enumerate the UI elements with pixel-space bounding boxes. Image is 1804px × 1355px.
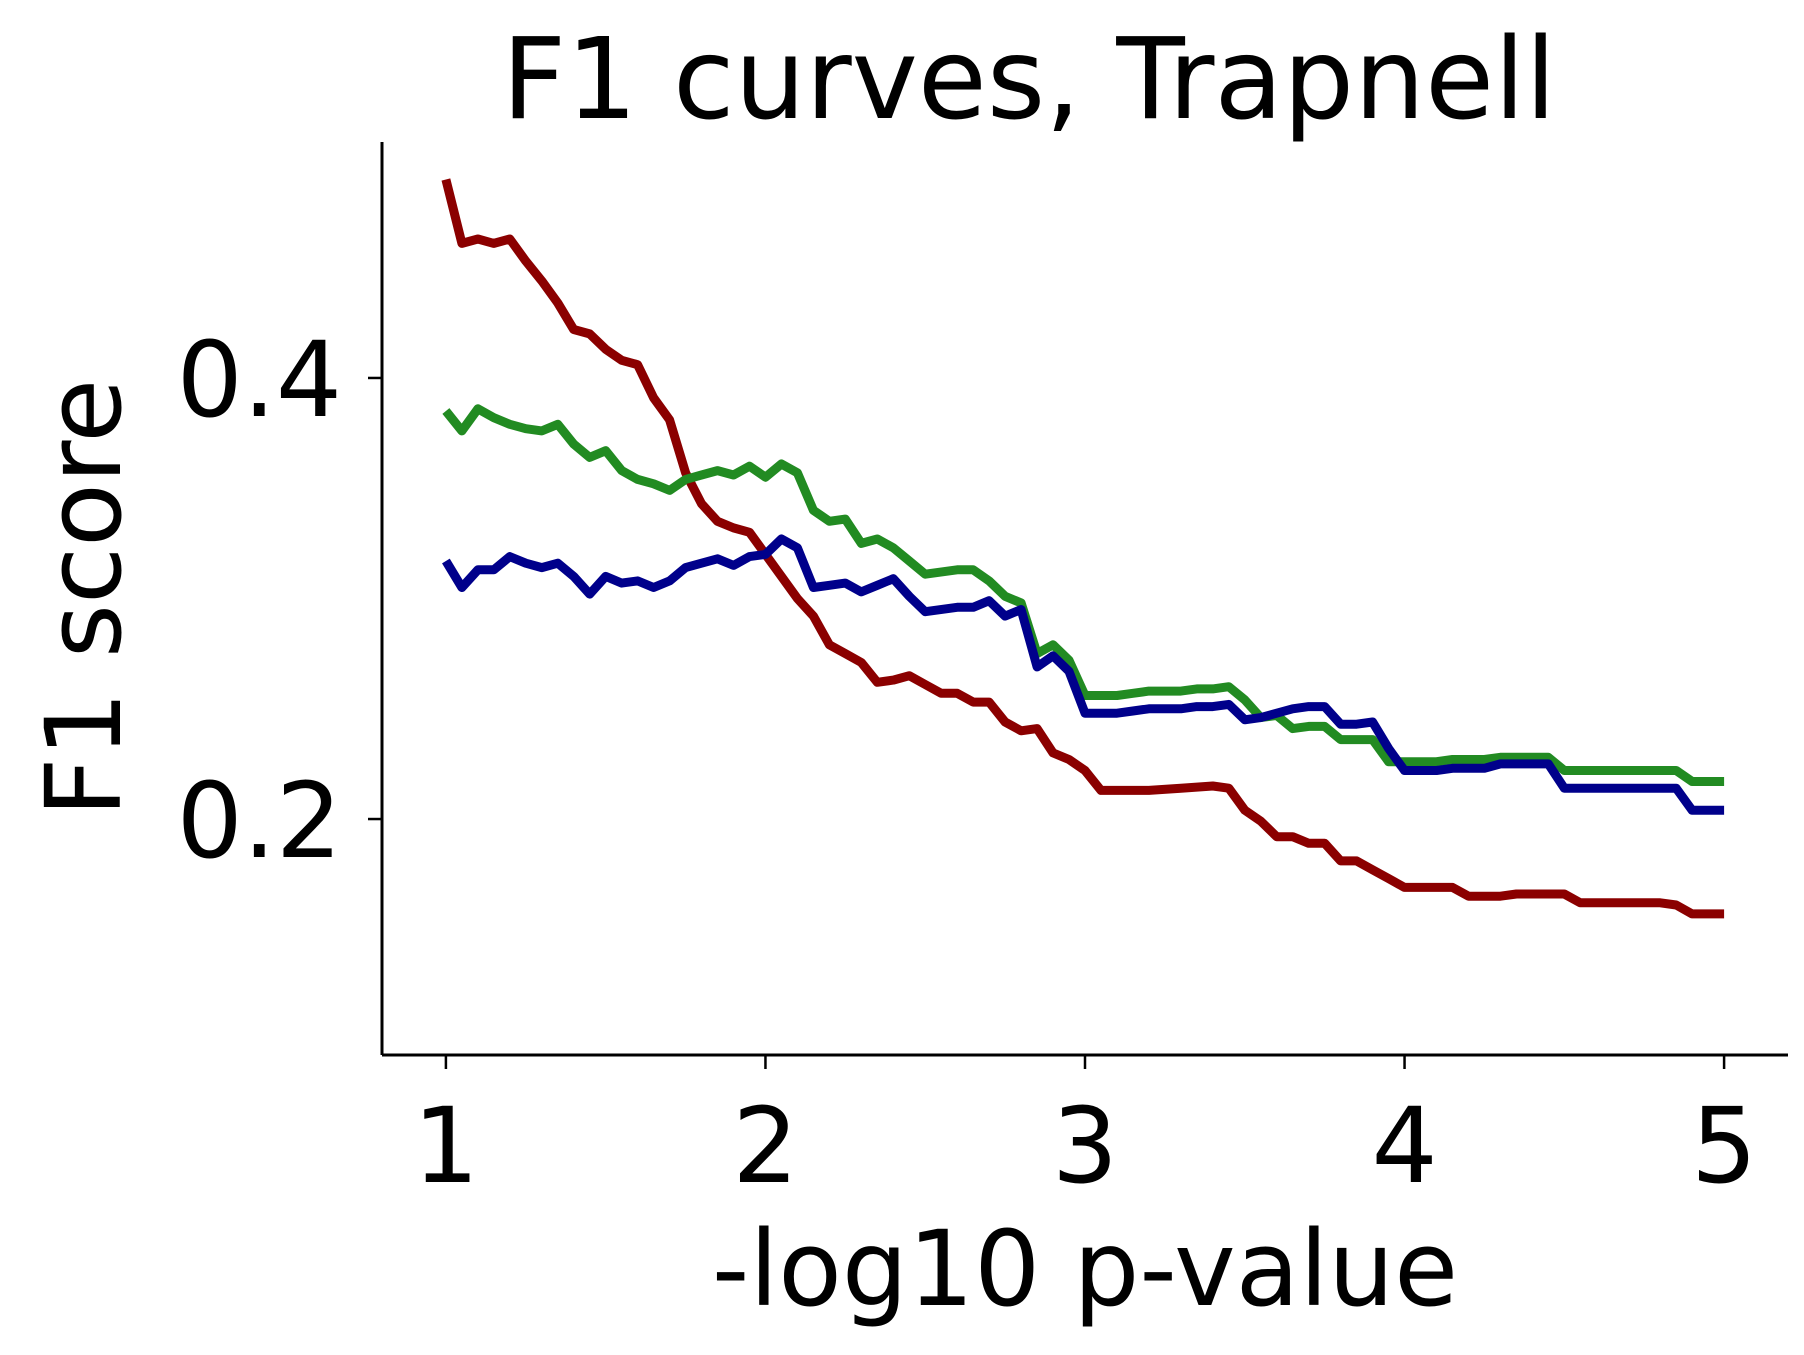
x-tick-label: 1 bbox=[413, 1085, 479, 1207]
x-tick-label: 5 bbox=[1691, 1085, 1757, 1207]
y-tick-label: 0.2 bbox=[177, 760, 342, 882]
series-line-2 bbox=[442, 404, 1725, 786]
x-tick-label: 4 bbox=[1371, 1085, 1437, 1207]
chart-title: F1 curves, Trapnell bbox=[502, 15, 1556, 145]
series-line-3 bbox=[442, 534, 1725, 815]
series-layer bbox=[441, 178, 1725, 919]
y-tick-label: 0.4 bbox=[177, 319, 342, 441]
x-axis-ticks: 1 2 3 4 5 bbox=[413, 1055, 1757, 1207]
y-axis-label: F1 score bbox=[23, 379, 145, 818]
x-tick-label: 2 bbox=[732, 1085, 798, 1207]
x-axis-label: -log10 p-value bbox=[712, 1208, 1458, 1330]
series-line-1 bbox=[441, 178, 1725, 919]
y-axis-ticks: 0.2 0.4 bbox=[177, 319, 382, 882]
x-tick-label: 3 bbox=[1052, 1085, 1118, 1207]
